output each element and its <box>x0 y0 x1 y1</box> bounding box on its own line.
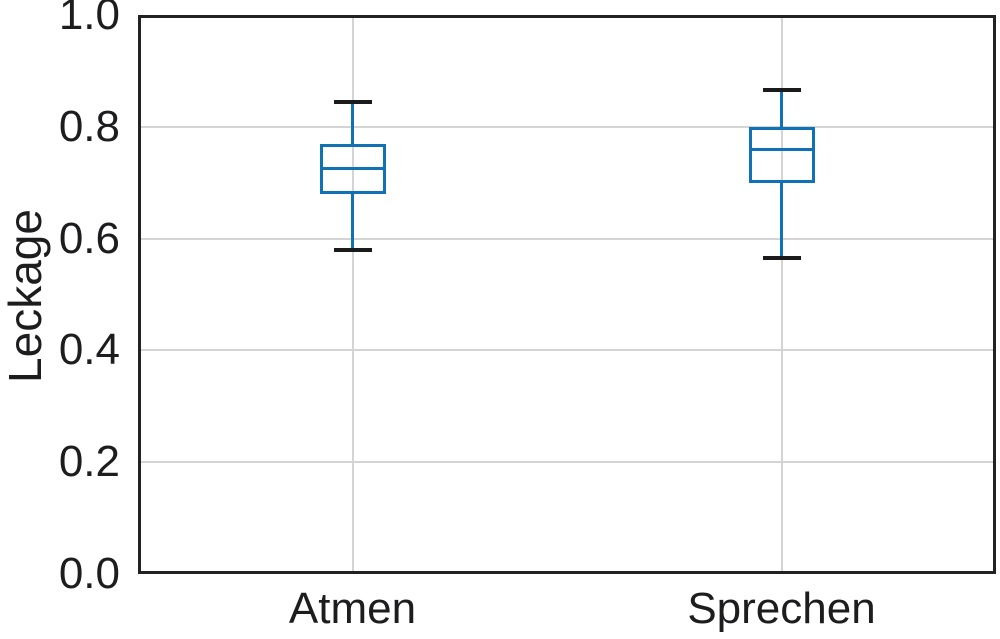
upper-whisker-line <box>351 101 354 144</box>
y-tick-label: 0.6 <box>58 213 120 263</box>
vertical-gridline <box>780 18 783 571</box>
y-tick-label: 0.8 <box>58 101 120 151</box>
median-line <box>319 167 386 171</box>
horizontal-gridline <box>141 461 993 464</box>
y-tick-label: 0.2 <box>58 437 120 487</box>
lower-whisker-cap <box>333 247 372 252</box>
y-tick-label: 0.0 <box>58 549 120 598</box>
x-tick-label: Sprechen <box>687 584 876 633</box>
y-tick-label: 0.4 <box>58 325 120 375</box>
lower-whisker-line <box>780 182 783 259</box>
horizontal-gridline <box>141 349 993 352</box>
y-tick-label: 1.0 <box>58 0 120 39</box>
upper-whisker-line <box>780 90 783 127</box>
upper-whisker-cap <box>762 88 801 93</box>
vertical-gridline <box>351 18 354 571</box>
horizontal-gridline <box>141 237 993 240</box>
lower-whisker-line <box>351 193 354 250</box>
lower-whisker-cap <box>762 256 801 261</box>
plot-area-frame <box>138 15 996 574</box>
iqr-box <box>748 126 815 183</box>
horizontal-gridline <box>141 125 993 128</box>
plot-area <box>138 15 996 574</box>
upper-whisker-cap <box>333 99 372 104</box>
y-axis-title: Leckage <box>0 209 51 383</box>
median-line <box>748 147 815 151</box>
x-tick-label: Atmen <box>288 584 417 633</box>
